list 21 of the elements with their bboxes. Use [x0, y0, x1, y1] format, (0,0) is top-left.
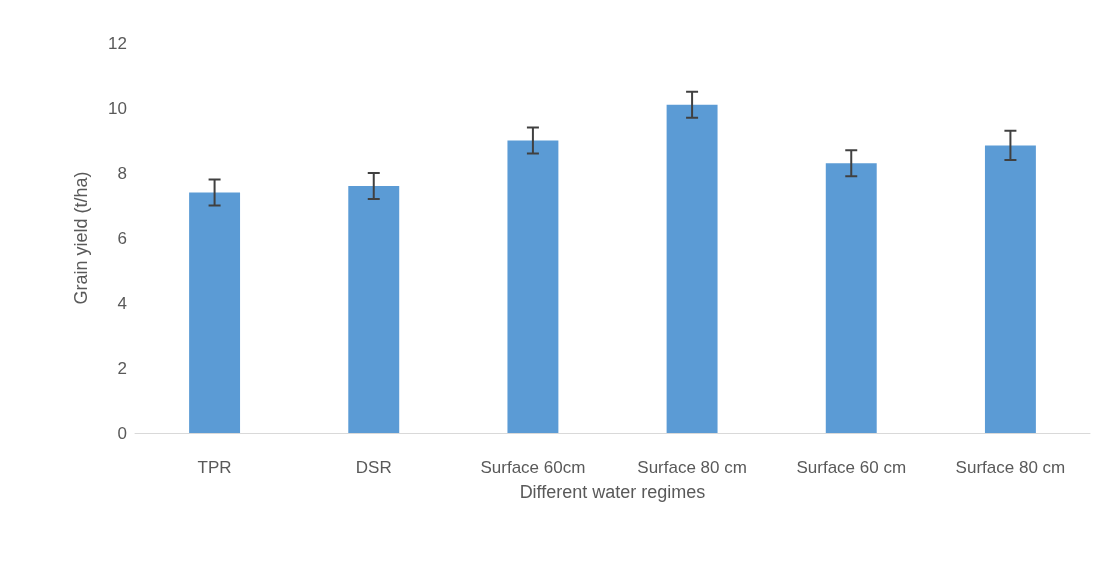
x-tick-label: Surface 80 cm — [955, 458, 1066, 477]
y-tick-label: 2 — [117, 358, 127, 378]
y-tick-label: 0 — [117, 423, 127, 443]
x-tick-label: Surface 60 cm — [796, 458, 907, 477]
x-tick-label: Surface 60cm — [480, 458, 586, 477]
x-axis-title: Different water regimes — [519, 482, 706, 502]
x-tick-label: DSR — [355, 458, 392, 477]
y-tick-label: 12 — [108, 33, 127, 53]
y-tick-label: 4 — [117, 293, 127, 313]
bar — [507, 140, 559, 433]
y-tick-label: 10 — [108, 98, 127, 118]
y-tick-label: 8 — [117, 163, 127, 183]
bar — [666, 104, 718, 433]
bar — [348, 186, 400, 433]
x-tick-label: TPR — [197, 458, 232, 477]
bar — [825, 163, 877, 433]
bar — [189, 192, 241, 433]
x-tick-label: Surface 80 cm — [637, 458, 747, 477]
y-tick-label: 6 — [117, 228, 127, 248]
bar — [984, 145, 1036, 433]
y-axis-title: Grain yield (t/ha) — [71, 171, 91, 305]
